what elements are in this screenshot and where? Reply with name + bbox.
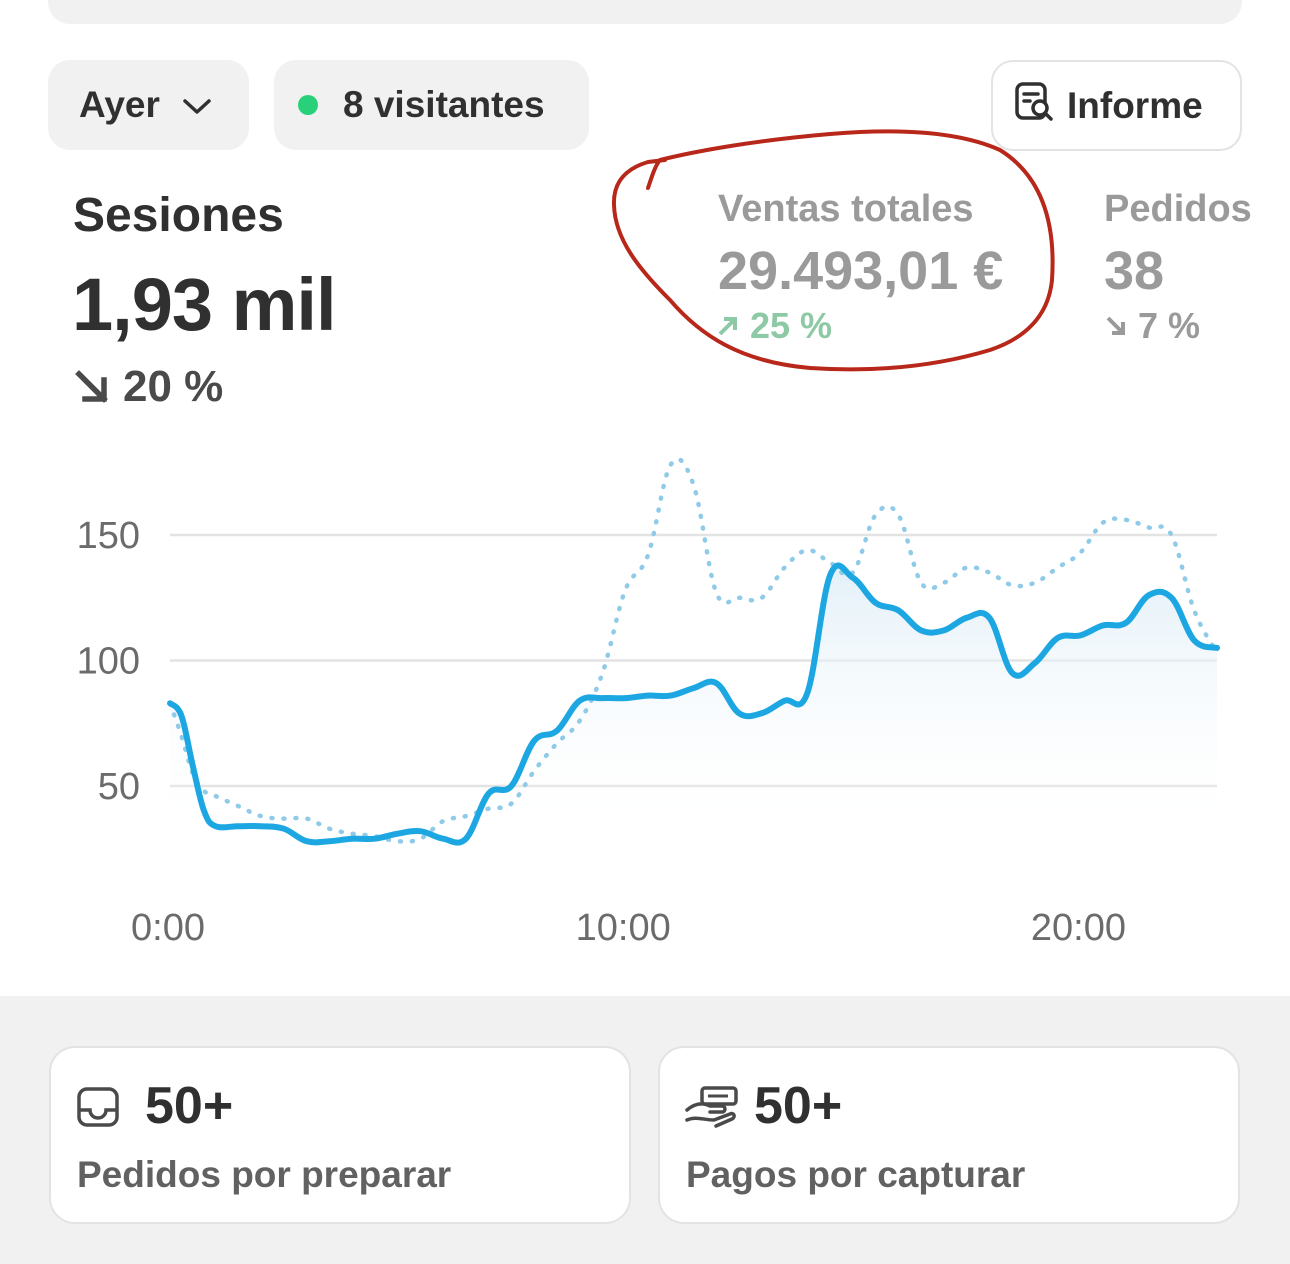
hand-payment-icon (684, 1084, 740, 1135)
metric-orders-label[interactable]: Pedidos (1104, 188, 1252, 230)
metric-sessions-change-value: 20 % (123, 362, 224, 411)
sessions-line-chart: 150 100 50 0:00 10:00 20:00 (77, 457, 1220, 949)
orders-to-prepare-label: Pedidos por preparar (77, 1154, 452, 1195)
report-search-icon (1013, 80, 1067, 131)
chart-x-axis: 0:00 10:00 20:00 (131, 907, 1126, 949)
chart-y-axis: 150 100 50 (77, 515, 140, 808)
x-tick-label: 10:00 (576, 907, 671, 949)
metric-total-sales-change-value: 25 % (750, 305, 833, 346)
y-tick-label: 50 (98, 766, 140, 808)
series-solid-area (170, 565, 1217, 843)
payments-to-capture-count: 50+ (754, 1077, 843, 1135)
arrow-down-right-icon (75, 370, 108, 403)
y-tick-label: 100 (77, 641, 140, 683)
report-button[interactable]: Informe (991, 60, 1242, 151)
metric-sessions-change: 20 % (73, 362, 223, 412)
arrow-up-right-icon (718, 317, 737, 336)
live-status-dot (298, 95, 318, 115)
date-range-button[interactable]: Ayer (48, 60, 249, 150)
report-label: Informe (1067, 84, 1203, 126)
metric-sessions-label[interactable]: Sesiones (73, 189, 284, 242)
y-tick-label: 150 (77, 515, 140, 557)
orders-to-prepare-card[interactable]: 50+ Pedidos por preparar (49, 1046, 631, 1224)
arrow-down-right-icon (1106, 316, 1125, 335)
payments-to-capture-card[interactable]: 50+ Pagos por capturar (658, 1046, 1240, 1224)
metric-orders-value: 38 (1104, 241, 1165, 301)
metric-sessions-value: 1,93 mil (72, 263, 337, 346)
metric-total-sales-value: 29.493,01 € (718, 241, 1004, 301)
inbox-icon (75, 1084, 121, 1135)
date-range-label: Ayer (79, 84, 160, 125)
x-tick-label: 0:00 (131, 907, 205, 949)
live-visitors-button[interactable]: 8 visitantes (274, 60, 589, 150)
payments-to-capture-label: Pagos por capturar (686, 1154, 1026, 1195)
x-tick-label: 20:00 (1031, 907, 1126, 949)
previous-card-edge (48, 0, 1242, 24)
metric-orders-change: 7 % (1104, 305, 1200, 347)
metric-orders-change-value: 7 % (1138, 305, 1201, 346)
series-comparison-line (167, 457, 1220, 844)
series-sessions-line (167, 562, 1220, 846)
chevron-down-icon (182, 84, 212, 126)
orders-to-prepare-count: 50+ (145, 1077, 234, 1135)
metric-total-sales-label[interactable]: Ventas totales (718, 188, 974, 230)
live-visitors-label: 8 visitantes (343, 84, 545, 125)
metric-total-sales-change: 25 % (716, 305, 832, 347)
